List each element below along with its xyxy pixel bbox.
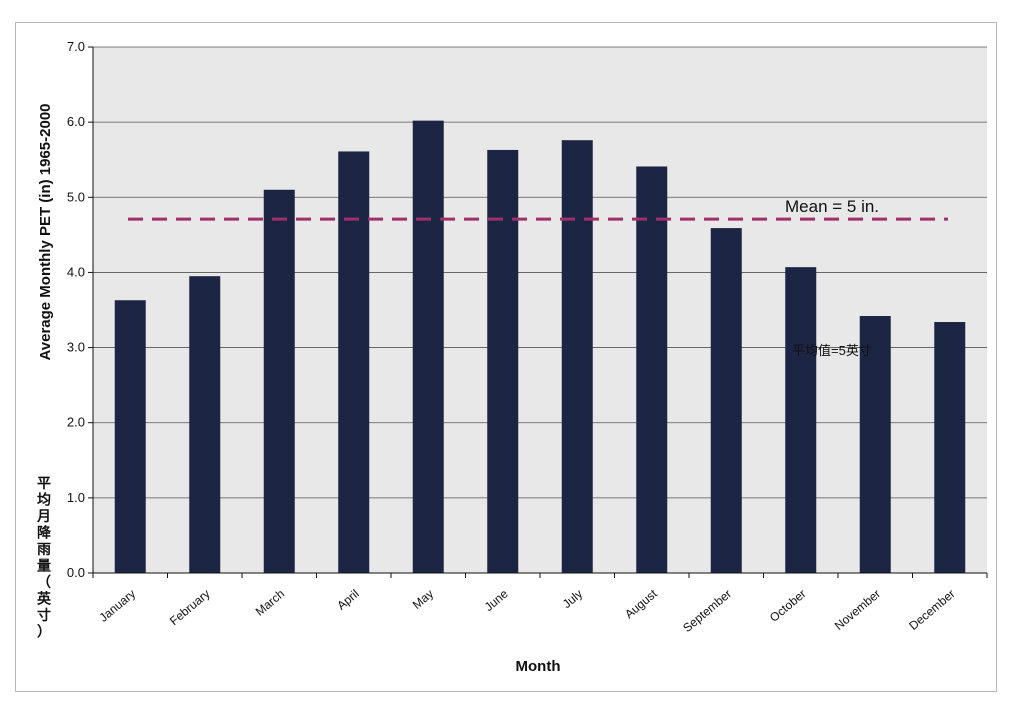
bar [114, 300, 146, 573]
x-tick-label: May [410, 587, 436, 612]
bar [338, 151, 370, 573]
x-tick-label: September [680, 587, 734, 635]
bar [412, 120, 444, 573]
bar [487, 149, 519, 573]
y-tick-label: 3.0 [67, 340, 85, 355]
y-tick-label: 6.0 [67, 114, 85, 129]
mean-label-cn: 平均值=5英寸 [792, 343, 872, 358]
y-axis-title-cn-char: 均 [37, 492, 51, 508]
bar [636, 166, 668, 573]
y-tick-label: 7.0 [67, 39, 85, 54]
x-tick-label: December [906, 587, 957, 633]
x-tick-label: March [253, 587, 288, 619]
y-axis-title-cn-char: 雨 [37, 541, 51, 557]
x-tick-label: July [560, 587, 585, 611]
y-axis-title-cn-char: 英 [36, 591, 52, 607]
y-axis-title-cn-char: 寸 [37, 607, 51, 623]
x-tick-label: November [832, 587, 883, 633]
x-tick-label: August [622, 586, 660, 621]
y-tick-label: 2.0 [67, 415, 85, 430]
bar [859, 316, 891, 573]
x-axis-title: Month [516, 658, 561, 675]
bars [114, 120, 966, 574]
x-tick-label: January [96, 587, 138, 625]
bar [934, 322, 966, 573]
x-tick-label: October [767, 587, 809, 625]
bar [263, 189, 295, 573]
y-tick-label: 4.0 [67, 264, 85, 279]
y-axis-ticks: 0.0 1.0 2.0 3.0 4.0 5.0 6.0 7.0 [67, 39, 93, 580]
x-tick-label: February [167, 587, 213, 629]
y-axis-title: Average Monthly PET (in) 1965-2000 [37, 103, 54, 360]
y-axis-title-cn-char: （ [37, 574, 51, 590]
y-tick-label: 0.0 [67, 565, 85, 580]
bar [785, 267, 817, 573]
y-tick-label: 1.0 [67, 490, 85, 505]
x-tick-label: April [334, 587, 361, 613]
x-axis-ticks: January February March April May June July Augu… [92, 573, 988, 635]
bar [189, 276, 221, 573]
y-axis-title-cn-char: ） [37, 624, 51, 640]
plot-area [93, 47, 987, 573]
mean-label: Mean = 5 in. [785, 197, 879, 216]
chart-frame [15, 22, 997, 692]
y-tick-label: 5.0 [67, 189, 85, 204]
bar [561, 140, 593, 574]
y-axis-title-cn-char: 降 [37, 525, 52, 541]
x-tick-label: June [482, 586, 511, 614]
y-axis-title-cn-char: 量 [37, 558, 51, 574]
bar [710, 228, 742, 573]
y-axis-title-cn-char: 月 [36, 508, 51, 524]
y-axis-title-cn-char: 平 [37, 475, 51, 491]
